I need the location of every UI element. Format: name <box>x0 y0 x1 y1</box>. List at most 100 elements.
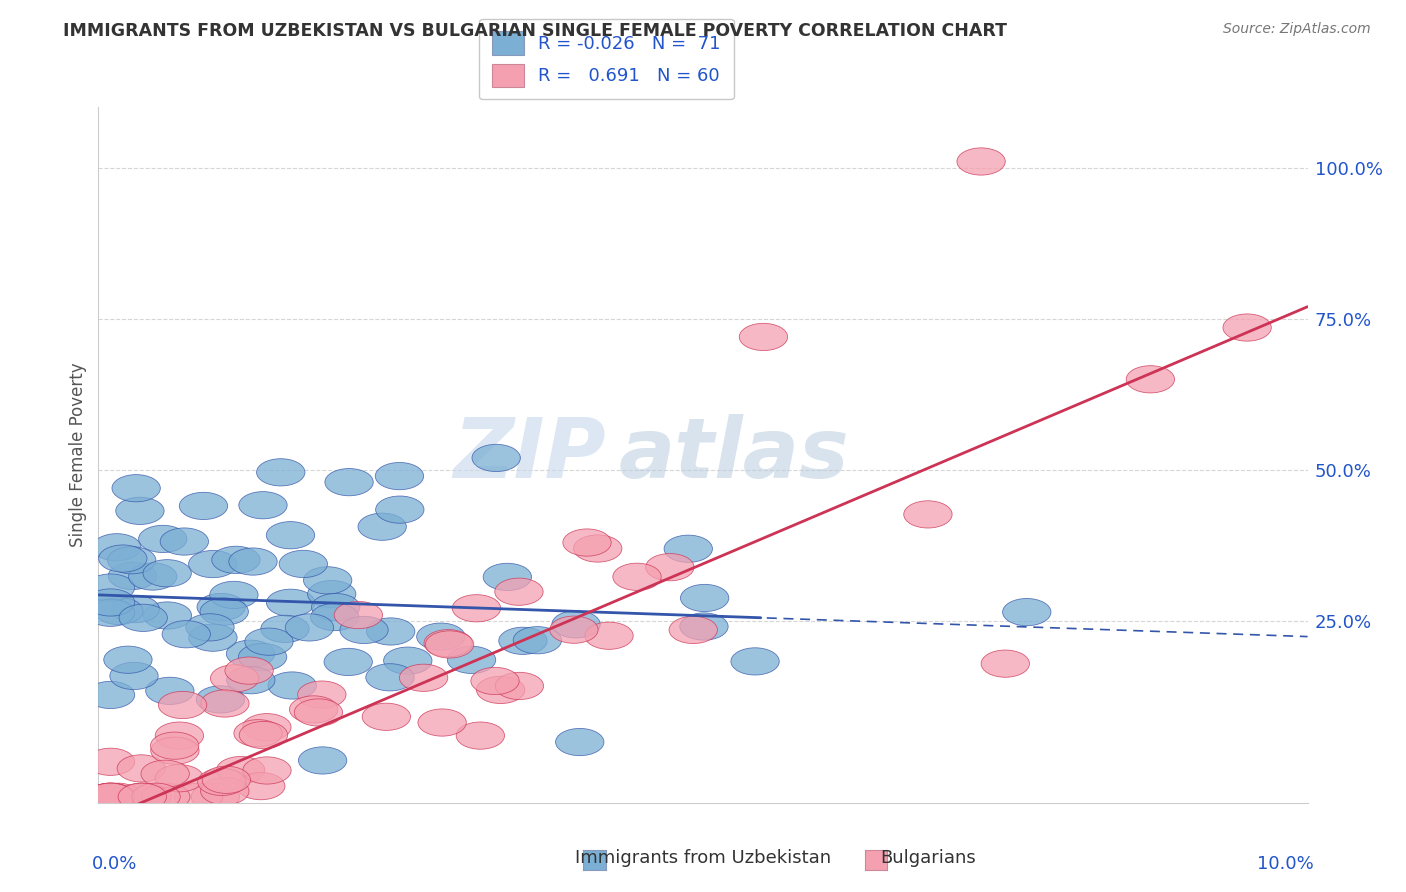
Ellipse shape <box>150 737 200 764</box>
Ellipse shape <box>471 667 519 695</box>
Ellipse shape <box>366 664 415 691</box>
Ellipse shape <box>323 648 373 675</box>
Ellipse shape <box>186 614 235 641</box>
Ellipse shape <box>201 690 249 717</box>
Ellipse shape <box>312 593 360 621</box>
Ellipse shape <box>266 522 315 549</box>
Ellipse shape <box>740 323 787 351</box>
Ellipse shape <box>117 783 166 810</box>
Ellipse shape <box>267 590 315 616</box>
Ellipse shape <box>202 766 250 793</box>
Ellipse shape <box>243 714 291 741</box>
Ellipse shape <box>553 611 600 638</box>
Ellipse shape <box>495 673 544 699</box>
Ellipse shape <box>294 698 343 726</box>
Ellipse shape <box>981 650 1029 677</box>
Ellipse shape <box>188 624 238 651</box>
Ellipse shape <box>562 529 612 556</box>
Ellipse shape <box>239 643 287 671</box>
Ellipse shape <box>645 554 695 581</box>
Ellipse shape <box>456 722 505 749</box>
Ellipse shape <box>111 596 159 623</box>
Text: Immigrants from Uzbekistan: Immigrants from Uzbekistan <box>575 849 831 867</box>
Ellipse shape <box>375 496 425 524</box>
Text: atlas: atlas <box>619 415 849 495</box>
Ellipse shape <box>132 783 180 810</box>
Ellipse shape <box>86 574 135 601</box>
Ellipse shape <box>128 563 177 591</box>
Ellipse shape <box>904 500 952 528</box>
Text: ZIP: ZIP <box>454 415 606 495</box>
Ellipse shape <box>375 462 423 490</box>
Ellipse shape <box>110 663 157 690</box>
Ellipse shape <box>174 783 224 810</box>
Ellipse shape <box>217 756 264 784</box>
Ellipse shape <box>550 616 598 643</box>
Ellipse shape <box>285 614 333 641</box>
Ellipse shape <box>256 458 305 486</box>
Ellipse shape <box>239 722 288 748</box>
Ellipse shape <box>308 581 356 607</box>
Ellipse shape <box>574 535 621 562</box>
Ellipse shape <box>325 468 373 496</box>
Ellipse shape <box>180 492 228 519</box>
Ellipse shape <box>122 783 172 810</box>
Ellipse shape <box>191 783 239 810</box>
Ellipse shape <box>367 618 415 645</box>
Ellipse shape <box>585 622 633 649</box>
Ellipse shape <box>108 562 156 590</box>
Ellipse shape <box>209 582 259 608</box>
Ellipse shape <box>298 681 346 708</box>
Ellipse shape <box>280 550 328 577</box>
Ellipse shape <box>86 783 135 810</box>
Ellipse shape <box>311 603 359 631</box>
Ellipse shape <box>86 599 135 626</box>
Ellipse shape <box>115 497 165 524</box>
Ellipse shape <box>86 783 135 810</box>
Ellipse shape <box>120 604 167 632</box>
Ellipse shape <box>143 559 191 587</box>
Ellipse shape <box>211 665 259 692</box>
Ellipse shape <box>160 528 208 555</box>
Ellipse shape <box>118 783 166 810</box>
Ellipse shape <box>416 623 465 650</box>
Ellipse shape <box>679 613 728 640</box>
Ellipse shape <box>226 640 274 667</box>
Ellipse shape <box>98 545 148 572</box>
Ellipse shape <box>304 566 352 594</box>
Ellipse shape <box>197 686 245 713</box>
Ellipse shape <box>155 722 204 749</box>
Ellipse shape <box>290 696 337 723</box>
Ellipse shape <box>150 732 198 759</box>
Ellipse shape <box>198 768 246 796</box>
Ellipse shape <box>94 598 143 624</box>
Ellipse shape <box>555 729 605 756</box>
Ellipse shape <box>499 627 547 655</box>
Ellipse shape <box>495 578 543 606</box>
Ellipse shape <box>233 720 283 747</box>
Ellipse shape <box>86 783 135 810</box>
Ellipse shape <box>426 631 474 658</box>
Ellipse shape <box>236 772 285 800</box>
Text: IMMIGRANTS FROM UZBEKISTAN VS BULGARIAN SINGLE FEMALE POVERTY CORRELATION CHART: IMMIGRANTS FROM UZBEKISTAN VS BULGARIAN … <box>63 22 1007 40</box>
Ellipse shape <box>86 748 135 775</box>
Ellipse shape <box>162 621 211 648</box>
Ellipse shape <box>104 646 152 673</box>
Ellipse shape <box>731 648 779 675</box>
Ellipse shape <box>225 657 273 684</box>
Ellipse shape <box>143 602 191 629</box>
Ellipse shape <box>681 584 728 612</box>
Ellipse shape <box>229 548 277 575</box>
Ellipse shape <box>93 533 141 561</box>
Ellipse shape <box>669 616 717 643</box>
Ellipse shape <box>86 681 135 708</box>
Text: 10.0%: 10.0% <box>1257 855 1313 873</box>
Ellipse shape <box>957 148 1005 175</box>
Ellipse shape <box>146 677 194 705</box>
Ellipse shape <box>245 628 294 656</box>
Ellipse shape <box>664 535 713 562</box>
Ellipse shape <box>1223 314 1271 341</box>
Ellipse shape <box>117 755 166 782</box>
Ellipse shape <box>298 747 347 774</box>
Legend: R = -0.026   N =  71, R =   0.691   N = 60: R = -0.026 N = 71, R = 0.691 N = 60 <box>479 19 734 99</box>
